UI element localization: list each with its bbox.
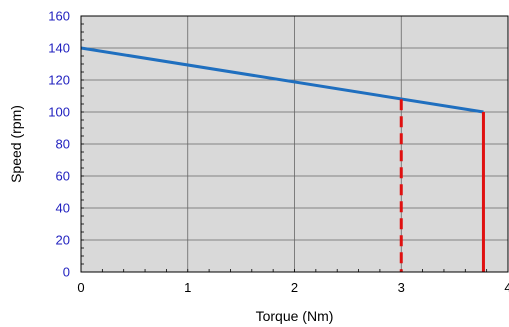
series-line <box>80 46 484 114</box>
y-tick-label: 20 <box>56 233 70 248</box>
y-tick-label: 140 <box>48 41 70 56</box>
x-tick-label: 4 <box>504 280 509 295</box>
y-tick-labels: 0 20 40 60 80 100 120 140 160 <box>48 9 70 280</box>
y-tick-label: 40 <box>56 201 70 216</box>
y-tick-label: 0 <box>63 265 70 280</box>
y-tick-label: 160 <box>48 9 70 24</box>
x-tick-label: 2 <box>291 280 298 295</box>
reference-lines <box>399 99 485 272</box>
y-axis-label: Speed (rpm) <box>8 105 24 183</box>
x-tick-labels: 0 1 2 3 4 <box>77 280 509 295</box>
plot-frame <box>80 15 509 273</box>
y-tick-label: 120 <box>48 73 70 88</box>
x-tick-label: 1 <box>184 280 191 295</box>
y-tick-label: 100 <box>48 105 70 120</box>
y-tick-label: 80 <box>56 137 70 152</box>
x-tick-label: 0 <box>77 280 84 295</box>
x-tick-label: 3 <box>398 280 405 295</box>
x-axis-label: Torque (Nm) <box>256 308 334 324</box>
series-layer <box>80 46 484 114</box>
y-tick-label: 60 <box>56 169 70 184</box>
